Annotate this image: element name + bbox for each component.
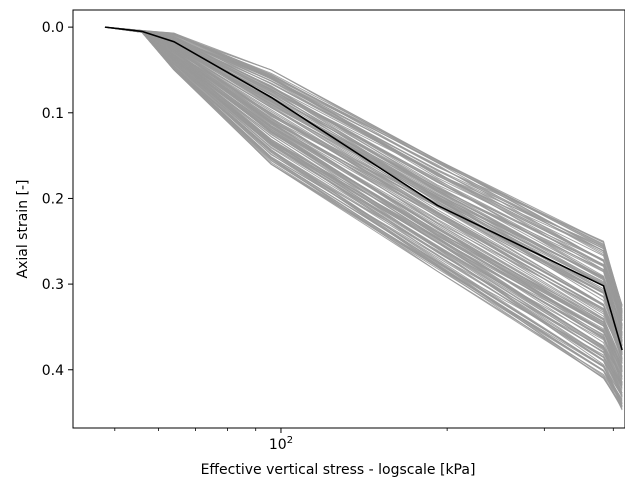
y-tick-label: 0.3 bbox=[42, 277, 64, 293]
simulation-lines bbox=[104, 26, 623, 411]
y-tick-label: 0.2 bbox=[42, 191, 64, 207]
y-tick-label: 0.1 bbox=[42, 106, 64, 122]
y-axis-ticks: 0.0 0.1 0.2 0.3 0.4 bbox=[42, 20, 73, 379]
plot-frame bbox=[72, 9, 625, 429]
simulation-line bbox=[104, 26, 623, 409]
x-axis-label: Effective vertical stress - logscale [kP… bbox=[201, 462, 476, 478]
y-axis-label: Axial strain [-] bbox=[15, 180, 31, 279]
y-tick-label: 0.0 bbox=[42, 20, 64, 36]
x-tick-label: 102 bbox=[269, 435, 293, 453]
mean-line-group bbox=[104, 26, 623, 351]
y-tick-label: 0.4 bbox=[42, 363, 64, 379]
x-axis-ticks: 102 bbox=[114, 428, 614, 453]
mean-line bbox=[104, 26, 623, 351]
simulation-line bbox=[104, 26, 623, 408]
simulation-line bbox=[104, 26, 623, 408]
